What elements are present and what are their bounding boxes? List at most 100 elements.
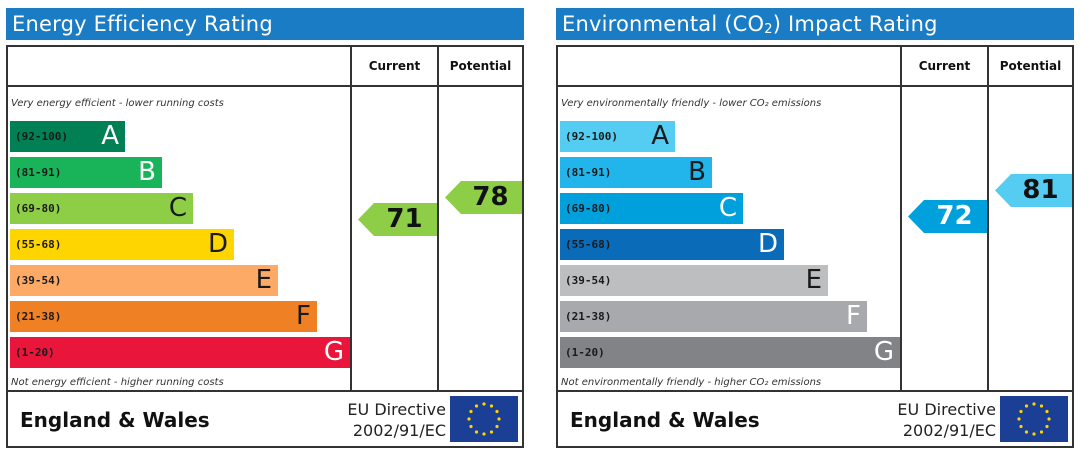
rating-band-e: (39-54) E	[10, 265, 278, 296]
rating-band-d: (55-68) D	[560, 229, 784, 260]
column-divider	[437, 47, 439, 390]
eu-star-icon	[497, 417, 501, 421]
eu-star-icon	[1019, 424, 1023, 429]
potential-rating-arrow: 81	[995, 174, 1072, 207]
band-range: (39-54)	[15, 274, 62, 287]
top-caption: Very environmentally friendly - lower CO…	[561, 98, 822, 109]
column-divider	[987, 47, 989, 390]
eu-star-icon	[489, 404, 494, 408]
band-range: (81-91)	[15, 166, 62, 179]
band-range: (39-54)	[565, 274, 612, 287]
rating-band-a: (92-100) A	[560, 121, 675, 152]
eu-star-icon	[467, 417, 471, 421]
rating-band-g: (1-20) G	[10, 337, 350, 368]
band-range: (21-38)	[565, 310, 612, 323]
eu-directive-label: EU Directive 2002/91/EC	[347, 400, 446, 440]
rating-value: 78	[472, 182, 509, 212]
header-divider	[558, 85, 1072, 87]
band-letter: F	[846, 301, 861, 331]
eu-flag-icon	[1000, 396, 1068, 442]
rating-band-a: (92-100) A	[10, 121, 125, 152]
eu-star-icon	[1024, 404, 1029, 408]
band-range: (55-68)	[15, 238, 62, 251]
column-divider	[900, 47, 902, 390]
rating-band-f: (21-38) F	[10, 301, 317, 332]
footer: England & Wales EU Directive 2002/91/EC	[556, 392, 1074, 448]
band-range: (69-80)	[565, 202, 612, 215]
eu-star-icon	[1045, 409, 1049, 414]
band-letter: G	[873, 337, 894, 367]
band-letter: E	[255, 265, 272, 295]
band-letter: B	[688, 157, 706, 187]
band-letter: C	[718, 193, 737, 223]
panel-title: Energy Efficiency Rating	[6, 8, 524, 40]
eu-star-icon	[1039, 430, 1044, 434]
current-rating-arrow: 72	[908, 200, 987, 233]
rating-band-c: (69-80) C	[10, 193, 193, 224]
eu-star-icon	[474, 404, 479, 408]
eu-star-icon	[489, 430, 494, 434]
column-divider	[350, 47, 352, 390]
current-rating-arrow: 71	[358, 203, 437, 236]
band-letter: E	[805, 265, 822, 295]
eu-star-icon	[1039, 404, 1044, 408]
region-label: England & Wales	[20, 408, 210, 432]
band-letter: C	[168, 193, 187, 223]
eu-flag-icon	[450, 396, 518, 442]
rating-band-b: (81-91) B	[560, 157, 712, 188]
rating-value: 72	[936, 201, 973, 231]
header-divider	[8, 85, 522, 87]
band-letter: D	[757, 229, 778, 259]
eu-directive-label: EU Directive 2002/91/EC	[897, 400, 996, 440]
bottom-caption: Not environmentally friendly - higher CO…	[561, 377, 822, 388]
band-range: (1-20)	[565, 346, 605, 359]
rating-chart: Current Potential Very environmentally f…	[556, 45, 1074, 392]
band-letter: F	[296, 301, 311, 331]
band-range: (21-38)	[15, 310, 62, 323]
eu-star-icon	[469, 424, 473, 429]
rating-band-b: (81-91) B	[10, 157, 162, 188]
band-letter: G	[323, 337, 344, 367]
band-letter: A	[101, 121, 119, 151]
eu-star-icon	[469, 409, 473, 414]
band-range: (1-20)	[15, 346, 55, 359]
potential-rating-arrow: 78	[445, 181, 522, 214]
bottom-caption: Not energy efficient - higher running co…	[11, 377, 224, 388]
eu-star-icon	[474, 430, 479, 434]
band-range: (92-100)	[565, 130, 618, 143]
header-current: Current	[368, 59, 421, 73]
band-letter: B	[138, 157, 156, 187]
rating-value: 71	[386, 204, 423, 234]
band-range: (55-68)	[565, 238, 612, 251]
environmental-impact-panel: Environmental (CO2) Impact Rating Curren…	[556, 8, 1074, 448]
eu-star-icon	[1047, 417, 1051, 421]
eu-star-icon	[482, 402, 486, 406]
top-caption: Very energy efficient - lower running co…	[11, 98, 224, 109]
eu-star-icon	[482, 432, 486, 436]
rating-band-g: (1-20) G	[560, 337, 900, 368]
band-range: (92-100)	[15, 130, 68, 143]
panel-title: Environmental (CO2) Impact Rating	[556, 8, 1074, 40]
rating-value: 81	[1022, 175, 1059, 205]
band-letter: D	[207, 229, 228, 259]
band-range: (81-91)	[565, 166, 612, 179]
rating-band-f: (21-38) F	[560, 301, 867, 332]
eu-star-icon	[1017, 417, 1021, 421]
eu-star-icon	[1019, 409, 1023, 414]
eu-star-icon	[1032, 432, 1036, 436]
rating-band-d: (55-68) D	[10, 229, 234, 260]
energy-efficiency-panel: Energy Efficiency Rating Current Potenti…	[6, 8, 524, 448]
eu-star-icon	[1024, 430, 1029, 434]
eu-star-icon	[495, 424, 499, 429]
header-potential: Potential	[999, 59, 1062, 73]
rating-band-e: (39-54) E	[560, 265, 828, 296]
header-potential: Potential	[449, 59, 512, 73]
eu-star-icon	[495, 409, 499, 414]
rating-chart: Current Potential Very energy efficient …	[6, 45, 524, 392]
band-letter: A	[651, 121, 669, 151]
eu-star-icon	[1045, 424, 1049, 429]
eu-star-icon	[1032, 402, 1036, 406]
region-label: England & Wales	[570, 408, 760, 432]
header-current: Current	[918, 59, 971, 73]
band-range: (69-80)	[15, 202, 62, 215]
